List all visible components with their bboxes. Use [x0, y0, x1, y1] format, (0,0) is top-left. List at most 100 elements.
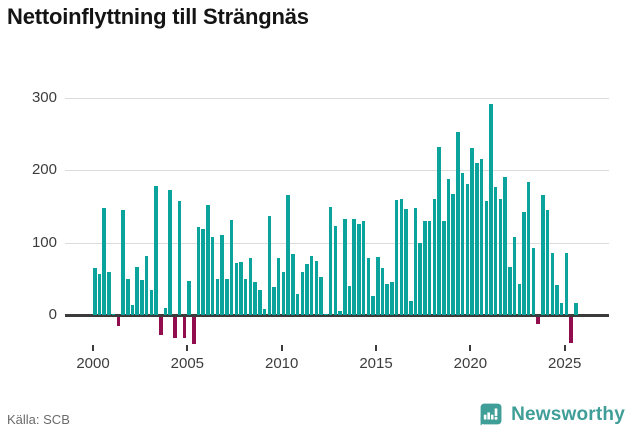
- bar: [456, 131, 460, 315]
- bar: [343, 218, 347, 315]
- bar: [508, 267, 512, 315]
- bar: [220, 234, 224, 315]
- bar: [229, 220, 234, 315]
- x-axis-tick: [469, 345, 472, 351]
- bar: [451, 193, 455, 315]
- x-axis-label: 2000: [76, 355, 110, 372]
- bar: [413, 207, 418, 315]
- bar: [107, 271, 111, 315]
- bar: [295, 293, 300, 315]
- chart-title: Nettoinflyttning till Strängnäs: [7, 4, 309, 29]
- bar: [196, 226, 201, 315]
- bar: [338, 311, 342, 315]
- newsworthy-badge-icon: [480, 403, 502, 426]
- bar: [545, 209, 550, 315]
- bar: [512, 237, 517, 315]
- x-axis-tick: [92, 345, 94, 351]
- x-axis-label: 2015: [359, 355, 393, 372]
- bar: [470, 147, 474, 315]
- gridline: [65, 170, 609, 171]
- bar: [328, 206, 333, 315]
- bar: [305, 264, 309, 315]
- bar: [276, 257, 281, 315]
- x-axis-tick: [186, 345, 189, 351]
- bar: [479, 159, 484, 315]
- bar: [517, 283, 522, 315]
- bar: [206, 204, 210, 315]
- bar: [140, 280, 144, 315]
- bar: [352, 218, 356, 315]
- bar: [531, 247, 536, 315]
- x-axis-label: 2010: [264, 355, 299, 372]
- gridline: [65, 97, 609, 99]
- y-axis-label: 0: [48, 306, 57, 323]
- bar: [262, 309, 267, 315]
- bar: [201, 228, 205, 315]
- bar: [380, 267, 385, 315]
- bar: [314, 260, 319, 315]
- bar: [498, 199, 503, 315]
- x-axis-tick: [280, 345, 283, 351]
- y-axis-label: 300: [31, 88, 57, 106]
- bar: [319, 276, 323, 315]
- bar: [371, 296, 375, 315]
- bar: [399, 199, 404, 315]
- bar: [225, 279, 229, 315]
- bar: [493, 186, 498, 315]
- x-axis-tick: [375, 345, 378, 351]
- bar: [390, 281, 394, 315]
- bar: [248, 257, 253, 315]
- bar: [300, 271, 305, 315]
- bar: [144, 255, 149, 315]
- bar: [418, 243, 422, 315]
- bar: [116, 317, 121, 327]
- bar: [555, 285, 559, 315]
- bar: [446, 178, 451, 315]
- bar: [522, 212, 526, 315]
- bar: [102, 207, 106, 315]
- bar: [243, 279, 248, 315]
- bar: [324, 314, 328, 315]
- bar: [526, 181, 531, 315]
- bar: [361, 221, 366, 315]
- bar: [168, 190, 172, 315]
- bar: [210, 236, 215, 315]
- bar: [550, 252, 555, 315]
- bar: [154, 185, 158, 315]
- bar: [465, 183, 470, 315]
- bar: [564, 252, 569, 315]
- bar: [427, 220, 432, 315]
- y-axis-label: 100: [31, 233, 57, 251]
- bar: [574, 303, 578, 315]
- bar: [253, 282, 257, 315]
- y-axis-label: 200: [31, 161, 57, 178]
- newsworthy-logo: Newsworthy: [478, 402, 625, 427]
- x-axis-label: 2005: [170, 355, 205, 372]
- bar: [409, 300, 413, 315]
- bar: [234, 262, 238, 315]
- bar: [442, 220, 446, 315]
- bar: [423, 220, 427, 315]
- bar: [111, 313, 116, 315]
- bar: [503, 177, 507, 315]
- bar: [475, 163, 479, 315]
- bar: [126, 278, 130, 315]
- bar: [182, 317, 187, 339]
- bar: [357, 223, 361, 315]
- bar: [291, 254, 295, 315]
- bar: [239, 262, 243, 315]
- bar: [394, 200, 399, 315]
- bar: [215, 279, 220, 315]
- bar: [541, 195, 545, 315]
- bar: [432, 199, 437, 315]
- x-axis-label: 2025: [548, 355, 582, 372]
- bar: [121, 209, 125, 315]
- source-label: Källa: SCB: [7, 412, 70, 427]
- bar: [149, 289, 154, 315]
- bar: [347, 286, 352, 315]
- bar: [192, 317, 196, 344]
- bar: [93, 267, 97, 315]
- bar: [460, 172, 465, 315]
